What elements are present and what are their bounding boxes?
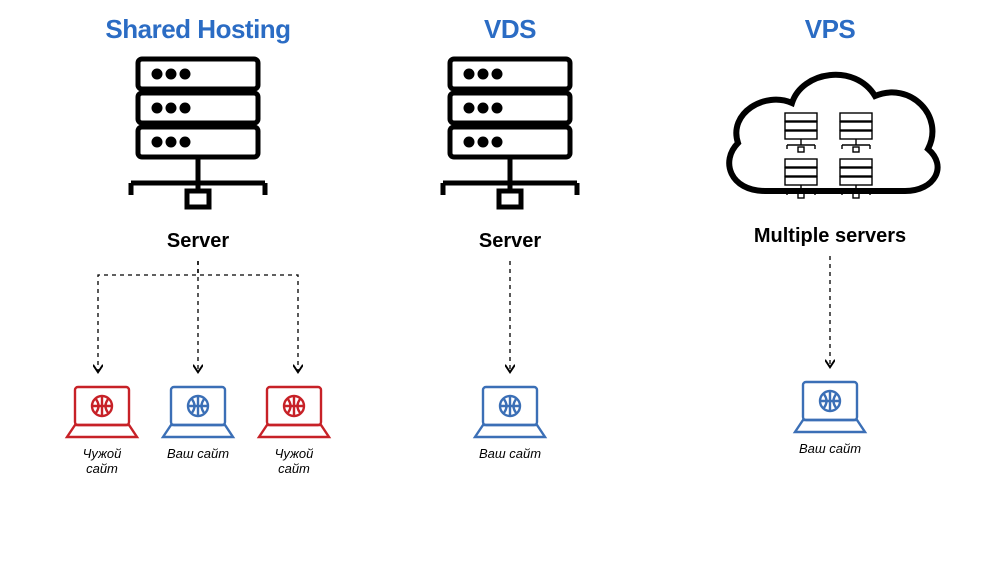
laptop-vps-1: Ваш сайт <box>791 378 869 457</box>
laptop-icon <box>791 378 869 438</box>
laptop-shared-1: Чужой сайт <box>63 383 141 477</box>
caption-line: Ваш сайт <box>479 446 541 461</box>
column-vds: VDS Server <box>400 0 620 462</box>
caption-shared-1: Чужой сайт <box>83 447 122 477</box>
arrows-vds <box>460 253 560 383</box>
label-shared-server: Server <box>167 230 229 253</box>
label-vps-server: Multiple servers <box>754 225 906 248</box>
laptop-vds-1: Ваш сайт <box>471 383 549 462</box>
laptop-shared-2: Ваш сайт <box>159 383 237 477</box>
laptop-icon <box>255 383 333 443</box>
title-vps: VPS <box>805 14 856 45</box>
caption-line: Чужой <box>275 446 314 461</box>
laptop-row-vds: Ваш сайт <box>471 383 549 462</box>
caption-line: Ваш сайт <box>799 441 861 456</box>
laptop-shared-3: Чужой сайт <box>255 383 333 477</box>
caption-vds-1: Ваш сайт <box>479 447 541 462</box>
laptop-icon <box>159 383 237 443</box>
laptop-icon <box>471 383 549 443</box>
label-vds-server: Server <box>479 230 541 253</box>
caption-line: сайт <box>86 461 118 476</box>
column-shared-hosting: Shared Hosting Server <box>38 0 358 477</box>
title-vds: VDS <box>484 14 536 45</box>
laptop-icon <box>63 383 141 443</box>
arrows-vps <box>780 248 880 378</box>
caption-shared-3: Чужой сайт <box>275 447 314 477</box>
caption-line: сайт <box>278 461 310 476</box>
column-vps: VPS <box>700 0 960 457</box>
cloud-icon <box>710 51 950 221</box>
caption-line: Ваш сайт <box>167 446 229 461</box>
server-icon <box>435 55 585 220</box>
caption-shared-2: Ваш сайт <box>167 447 229 462</box>
laptop-row-vps: Ваш сайт <box>791 378 869 457</box>
caption-line: Чужой <box>83 446 122 461</box>
arrows-shared <box>48 253 348 383</box>
title-shared: Shared Hosting <box>105 14 290 45</box>
caption-vps-1: Ваш сайт <box>799 442 861 457</box>
server-icon <box>123 55 273 220</box>
laptop-row-shared: Чужой сайт Ваш сайт <box>63 383 333 477</box>
